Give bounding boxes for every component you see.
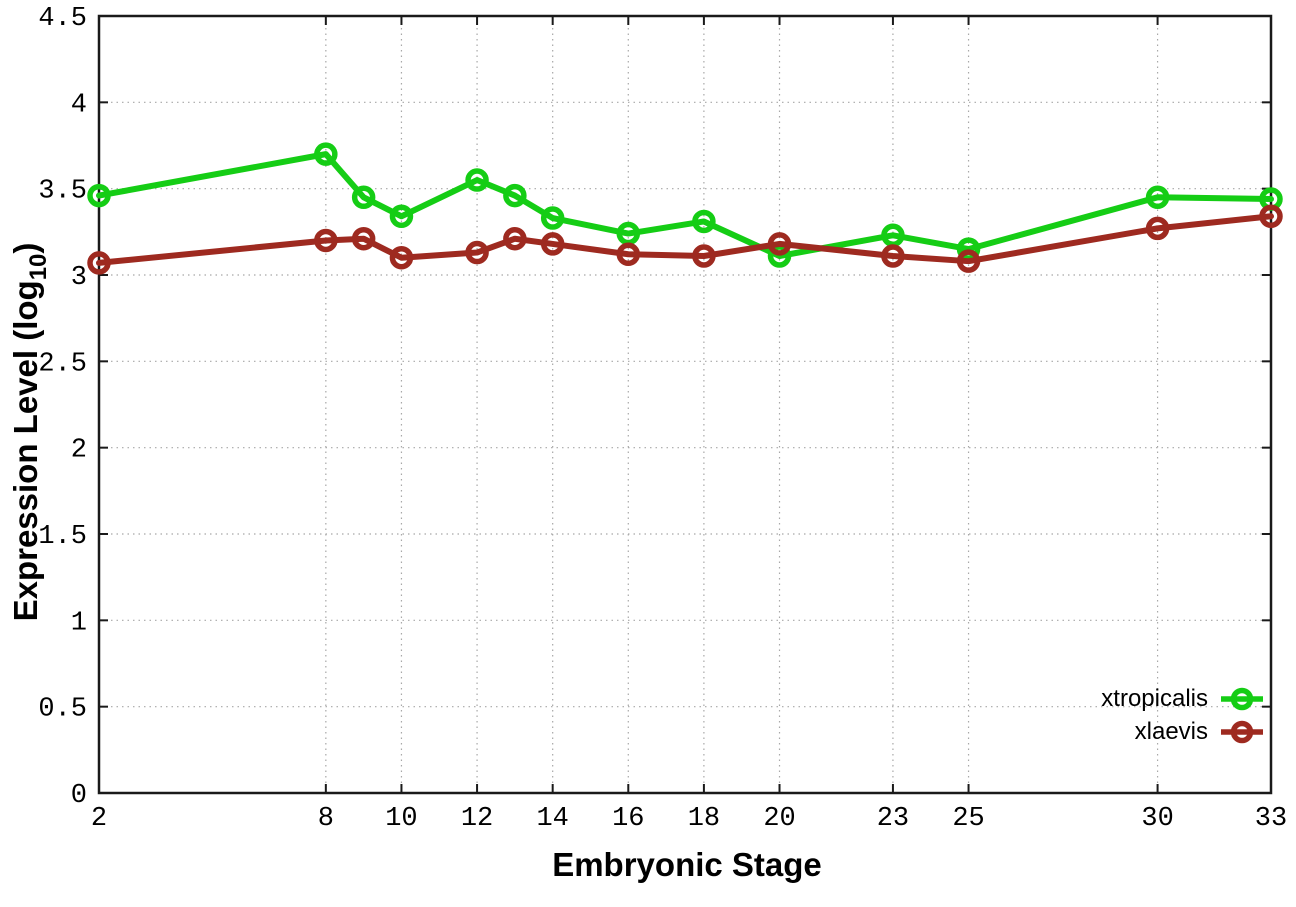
data-point-xlaevis <box>767 232 792 256</box>
x-tick-label: 16 <box>612 804 644 834</box>
data-point-xtropicalis <box>767 244 792 268</box>
y-tick-label: 2.5 <box>38 349 87 379</box>
legend-marker-xtropicalis <box>1221 687 1263 710</box>
data-point-xlaevis <box>881 244 905 268</box>
y-axis-title-suffix: ) <box>7 242 44 254</box>
y-tick-label: 3 <box>71 263 87 293</box>
y-axis-title-subscript: 10 <box>25 253 52 281</box>
data-point-xlaevis <box>692 244 716 268</box>
legend: xtropicalis xlaevis <box>1101 683 1264 747</box>
data-point-xtropicalis <box>956 237 981 261</box>
x-tick-label: 14 <box>536 804 568 834</box>
y-tick-label: 0.5 <box>38 695 87 725</box>
x-tick-label: 23 <box>877 804 909 834</box>
x-tick-label: 33 <box>1255 804 1287 834</box>
data-point-xlaevis <box>540 232 565 256</box>
y-tick-label: 2 <box>71 436 87 466</box>
data-point-xlaevis <box>616 242 641 267</box>
y-tick-label: 4 <box>71 90 87 120</box>
legend-item-xlaevis: xlaevis <box>1101 716 1264 747</box>
data-point-xlaevis <box>956 249 981 273</box>
legend-marker-xlaevis <box>1221 720 1263 743</box>
x-tick-label: 20 <box>763 804 795 834</box>
data-point-xlaevis <box>1145 216 1170 241</box>
y-axis-title: Expression Level (log10) <box>6 112 52 752</box>
data-point-xtropicalis <box>503 183 527 208</box>
x-tick-label: 8 <box>318 804 334 834</box>
x-axis-title: Embryonic Stage <box>552 846 822 883</box>
data-point-xtropicalis <box>389 204 414 229</box>
x-tick-label: 18 <box>688 804 720 834</box>
data-point-xlaevis <box>351 226 376 251</box>
x-tick-label: 12 <box>461 804 493 834</box>
data-point-xtropicalis <box>87 183 111 208</box>
data-point-xtropicalis <box>1145 185 1170 210</box>
plot-border <box>97 14 1273 795</box>
x-tick-label: 2 <box>91 804 107 834</box>
y-axis-title-text: Expression Level (log <box>7 280 44 622</box>
x-tick-label: 10 <box>385 804 417 834</box>
y-tick-label: 0 <box>71 781 87 811</box>
x-tick-label: 30 <box>1141 804 1173 834</box>
x-tick-label: 25 <box>952 804 984 834</box>
legend-label-xtropicalis: xtropicalis <box>1101 684 1208 712</box>
y-tick-label: 4.5 <box>38 4 87 34</box>
data-point-xlaevis <box>1259 204 1283 229</box>
y-tick-label: 1 <box>71 608 87 638</box>
data-point-xlaevis <box>503 226 527 251</box>
data-point-xtropicalis <box>314 142 338 166</box>
data-point-xtropicalis <box>540 206 565 230</box>
data-point-xtropicalis <box>465 168 489 192</box>
data-point-xtropicalis <box>351 185 376 210</box>
data-point-xlaevis <box>465 240 489 265</box>
legend-item-xtropicalis: xtropicalis <box>1101 683 1264 714</box>
data-point-xlaevis <box>87 251 111 275</box>
data-point-xlaevis <box>314 228 338 253</box>
data-point-xlaevis <box>389 245 414 270</box>
legend-label-xlaevis: xlaevis <box>1134 717 1208 745</box>
y-tick-label: 3.5 <box>38 177 87 207</box>
y-tick-label: 1.5 <box>38 522 87 552</box>
data-point-xtropicalis <box>692 209 716 234</box>
